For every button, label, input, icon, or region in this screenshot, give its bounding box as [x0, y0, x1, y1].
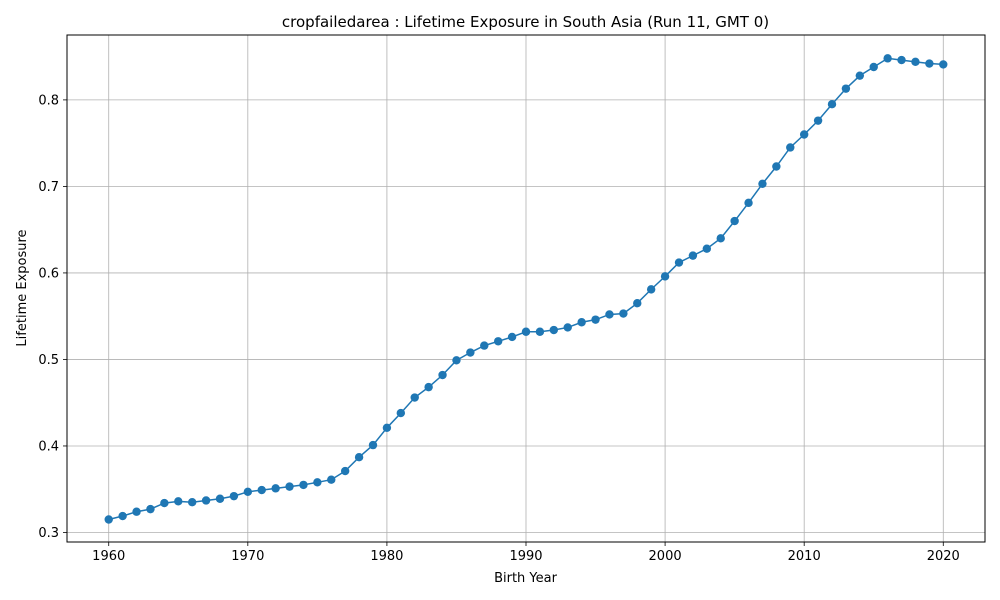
y-tick-label: 0.3 [38, 526, 59, 541]
data-point [535, 327, 545, 336]
data-point [633, 299, 642, 308]
data-point [521, 327, 531, 336]
y-axis-label: Lifetime Exposure [15, 229, 30, 346]
data-point [688, 251, 698, 260]
data-point [271, 484, 280, 493]
data-point [243, 487, 253, 497]
x-tick-label: 2000 [649, 549, 682, 564]
data-point [730, 216, 739, 226]
data-point [660, 272, 670, 281]
data-point [772, 162, 781, 171]
data-series [104, 54, 948, 524]
data-point [382, 423, 392, 432]
data-point [939, 60, 948, 69]
data-point [507, 332, 517, 342]
data-point [799, 130, 809, 139]
data-point [340, 466, 350, 476]
data-point [869, 62, 878, 72]
x-tick-label: 1990 [509, 549, 542, 564]
data-point [132, 507, 141, 516]
x-tick-label: 1980 [370, 549, 403, 564]
data-point [841, 84, 851, 93]
data-point [883, 54, 892, 63]
data-point [354, 453, 364, 462]
data-point [758, 179, 767, 189]
data-point [493, 337, 503, 346]
data-point [911, 57, 920, 67]
y-tick-label: 0.6 [38, 266, 59, 281]
data-point [118, 511, 127, 521]
data-point [410, 393, 419, 402]
data-point [187, 498, 197, 507]
y-tick-label: 0.7 [38, 180, 59, 195]
data-point [174, 497, 183, 506]
chart-title: cropfailedarea : Lifetime Exposure in So… [282, 13, 769, 31]
x-tick-label: 1970 [231, 549, 264, 564]
data-point [201, 496, 211, 505]
data-point [744, 198, 753, 208]
data-point [299, 480, 308, 490]
x-tick-label: 2020 [927, 549, 960, 564]
data-point [563, 323, 572, 332]
axis-ticks: 1960 1970 1980 1990 2000 2010 2020 0.3 0.4 0.5 0.6… [38, 93, 960, 564]
data-point [480, 341, 489, 350]
data-point [605, 310, 614, 319]
data-point [215, 494, 225, 503]
data-point [813, 116, 823, 125]
x-tick-label: 2010 [788, 549, 821, 564]
data-point [424, 382, 433, 392]
data-point [285, 482, 294, 491]
data-point [674, 258, 684, 267]
grid-lines [67, 35, 985, 542]
data-point [452, 356, 461, 365]
data-point [925, 59, 934, 68]
data-point [646, 285, 656, 294]
data-point [591, 315, 600, 324]
data-point [160, 498, 169, 508]
data-point [257, 485, 266, 495]
data-point [897, 55, 906, 65]
data-point [229, 491, 239, 501]
y-tick-label: 0.5 [38, 353, 59, 368]
data-point [549, 325, 559, 335]
data-point [104, 515, 113, 524]
data-point [396, 408, 406, 418]
x-axis-label: Birth Year [494, 571, 558, 586]
data-point [786, 143, 795, 152]
data-point [702, 244, 712, 253]
data-point [438, 370, 447, 380]
data-point [716, 234, 725, 243]
data-point [827, 100, 837, 109]
y-tick-label: 0.4 [38, 439, 59, 454]
data-point [313, 478, 322, 487]
data-point [368, 440, 378, 450]
data-point [146, 504, 155, 514]
data-point [466, 348, 475, 357]
y-tick-label: 0.8 [38, 93, 59, 108]
data-point [327, 475, 336, 484]
data-point [855, 71, 865, 80]
data-point [577, 318, 586, 327]
x-tick-label: 1960 [92, 549, 125, 564]
data-point [619, 309, 628, 318]
